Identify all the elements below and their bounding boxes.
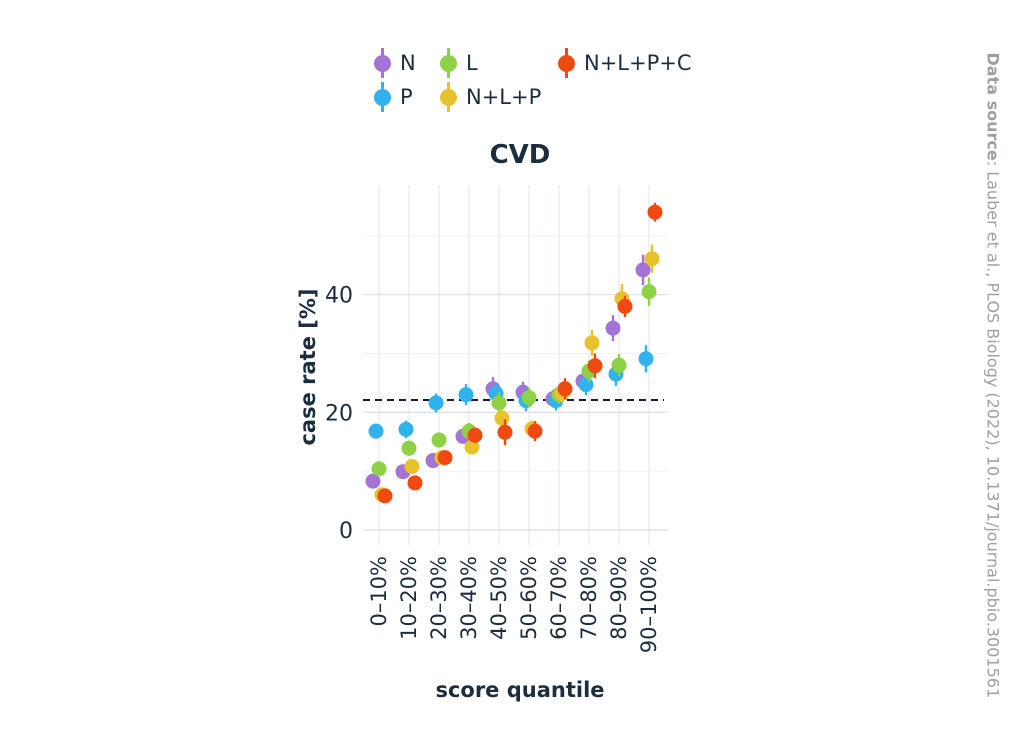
data-point [617,298,633,314]
data-point [398,421,414,437]
data-point [377,488,393,504]
data-source-label: Data source [983,52,1003,161]
legend-symbol-nlpc [558,48,576,78]
data-point [491,395,507,411]
data-point [494,410,510,426]
chart-title: CVD [489,140,551,170]
data-source-text: : Lauber et al., PLOS Biology (2022), 10… [983,160,1003,699]
y-axis-label: case rate [%] [296,288,320,446]
data-point [431,432,447,448]
data-point [437,450,453,466]
x-tick-label: 20–30% [427,556,451,640]
data-point [497,424,513,440]
data-point [401,440,417,456]
data-point [647,204,663,220]
legend-item-nlpc: N+L+P+C [558,48,692,78]
y-tick-label: 40 [325,284,353,309]
x-tick-label: 0–10% [367,556,391,627]
legend-label-nlpc: N+L+P+C [584,51,692,75]
data-point [467,427,483,443]
x-tick-label: 60–70% [547,556,571,640]
data-point [611,357,627,373]
y-tick-label: 0 [339,519,353,544]
data-point [407,475,423,491]
data-point [635,262,651,278]
data-point [464,439,480,455]
x-tick-label: 40–50% [487,556,511,640]
legend-item-nlp: N+L+P [440,82,541,112]
x-tick-label: 80–90% [607,556,631,640]
data-point [605,320,621,336]
legend-label-l: L [466,51,478,75]
data-point [587,358,603,374]
legend-item-n: N [374,48,416,78]
data-point [557,381,573,397]
data-point [458,387,474,403]
data-point [578,377,594,393]
x-axis-label: score quantile [435,678,605,702]
legend-symbol-l [440,48,458,78]
x-tick-label: 70–80% [577,556,601,640]
data-point [638,351,654,367]
x-tick-label: 10–20% [397,556,421,640]
legend-item-l: L [440,48,478,78]
legend: N P L N+L+P N+L+P+C [368,48,708,118]
data-point [527,423,543,439]
data-point [368,423,384,439]
x-tick-label: 50–60% [517,556,541,640]
x-tick-label: 30–40% [457,556,481,640]
data-point [428,395,444,411]
data-point [641,284,657,300]
y-tick-label: 20 [325,401,353,426]
data-point [371,461,387,477]
x-tick-label: 90–100% [637,556,661,653]
legend-label-nlp: N+L+P [466,85,542,109]
legend-symbol-p [374,82,392,112]
legend-label-p: P [400,85,413,109]
data-point [521,390,537,406]
legend-item-p: P [374,82,413,112]
legend-symbol-n [374,48,392,78]
data-point [365,473,381,489]
data-point [584,335,600,351]
legend-label-n: N [400,51,416,75]
data-point [404,458,420,474]
legend-symbol-nlp [440,82,458,112]
data-point [644,251,660,267]
